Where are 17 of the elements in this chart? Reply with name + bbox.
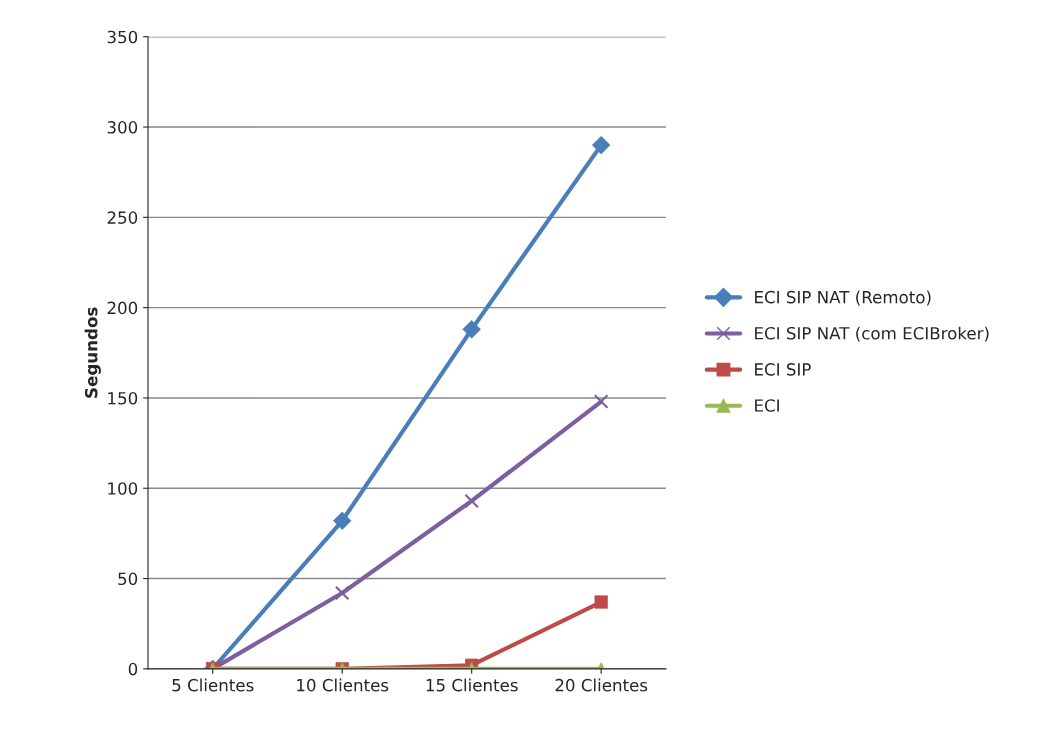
y-tick-label: 350	[107, 30, 138, 44]
y-tick-label: 0	[128, 662, 138, 676]
x-tick-label: 20 Clientes	[555, 678, 648, 692]
y-tick-label: 150	[108, 391, 138, 405]
x-tick-label: 10 Clientes	[297, 678, 389, 692]
legend-label: ECI SIP NAT (com ECIBroker)	[755, 326, 989, 342]
y-tick-label: 300	[107, 121, 138, 134]
y-tick-label: 100	[108, 482, 138, 495]
x-tick-label: 5 Clientes	[172, 678, 254, 692]
y-axis-title: Segundos	[84, 307, 101, 398]
legend-label: ECI SIP NAT (Remoto)	[755, 290, 931, 306]
legend-label: ECI SIP	[755, 363, 811, 376]
legend-label: ECI	[755, 399, 779, 412]
y-tick-label: 200	[107, 301, 138, 315]
x-tick-label: 15 Clientes	[426, 678, 518, 692]
y-tick-label: 250	[107, 211, 138, 224]
y-tick-label: 50	[118, 572, 138, 586]
